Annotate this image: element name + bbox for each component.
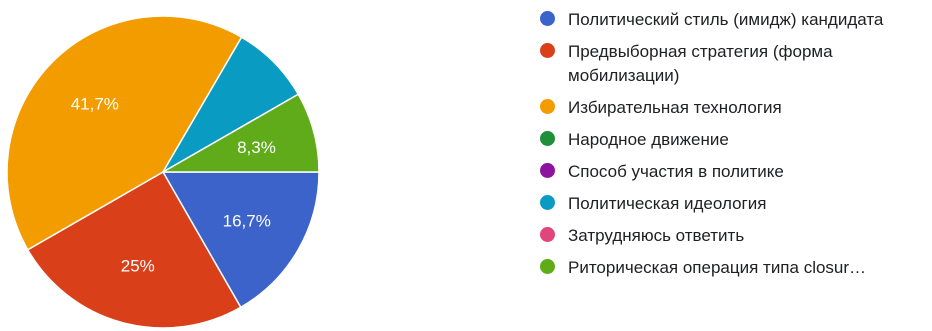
legend-swatch — [540, 99, 555, 114]
legend-label: Избирательная технология — [568, 98, 782, 117]
legend-swatch — [540, 259, 555, 274]
legend-item: Политический стиль (имидж) кандидата — [540, 8, 930, 32]
legend-swatch — [540, 227, 555, 242]
legend-swatch — [540, 195, 555, 210]
legend-label: Затрудняюсь ответить — [568, 226, 745, 245]
pie-slice — [26, 170, 242, 329]
legend-item: Избирательная технология — [540, 96, 930, 120]
legend-swatch — [540, 11, 555, 26]
slice-label: 41,7% — [71, 94, 119, 113]
legend-swatch — [540, 163, 555, 178]
legend-label: Предвыборная стратегия (форма мобилизаци… — [568, 42, 833, 85]
legend-item: Политическая идеология — [540, 192, 930, 216]
legend-item: Предвыборная стратегия (форма мобилизаци… — [540, 40, 930, 88]
legend-item: Способ участия в политике — [540, 160, 930, 184]
legend-item: Риторическая операция типа closur… — [540, 256, 930, 280]
pie-slice — [6, 15, 243, 251]
legend-label: Политический стиль (имидж) кандидата — [568, 10, 884, 29]
slice-label: 8,3% — [237, 138, 276, 157]
legend-label: Способ участия в политике — [568, 162, 784, 181]
slice-label: 16,7% — [223, 211, 271, 230]
pie-chart: 16,7% 25% 41,7% 8,3% — [6, 15, 320, 329]
legend-item: Затрудняюсь ответить — [540, 224, 930, 248]
slice-label: 25% — [121, 256, 155, 275]
legend-label: Риторическая операция типа closur… — [568, 258, 867, 277]
legend-swatch — [540, 43, 555, 58]
legend-label: Народное движение — [568, 130, 729, 149]
legend-item: Народное движение — [540, 128, 930, 152]
legend-swatch — [540, 131, 555, 146]
legend-label: Политическая идеология — [568, 194, 767, 213]
pie-slice — [160, 93, 320, 173]
pie-slice — [161, 171, 320, 309]
legend: Политический стиль (имидж) кандидата Пред… — [540, 8, 930, 288]
